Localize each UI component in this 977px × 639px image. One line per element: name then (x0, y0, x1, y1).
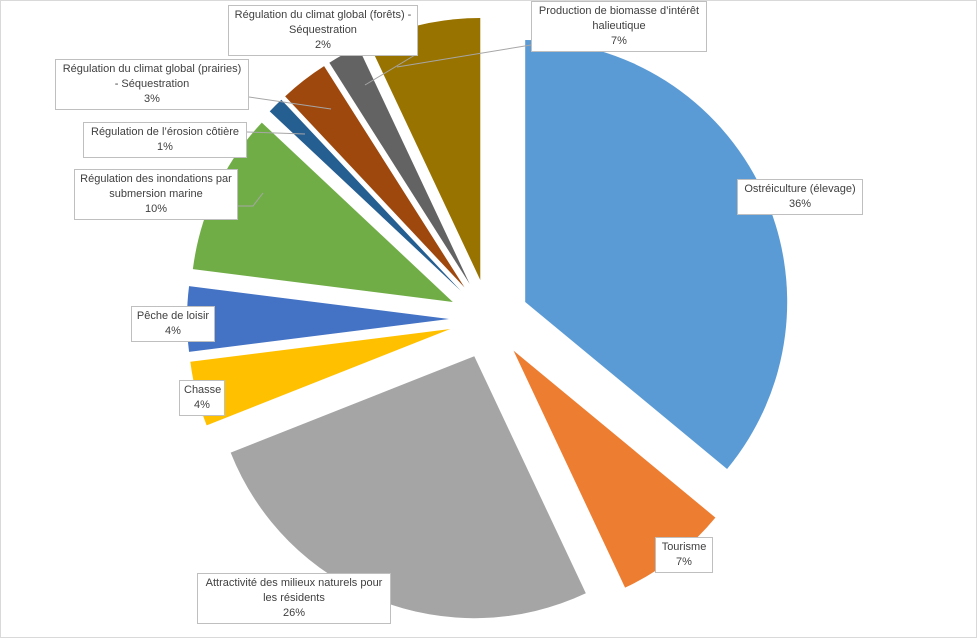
leader-line (246, 131, 306, 135)
data-label-category: Régulation de l’érosion côtière (91, 126, 239, 138)
data-label-category: Régulation des inondations par submersio… (80, 173, 232, 200)
data-label-ostreiculture: Ostréiculture (élevage) 36% (737, 179, 863, 215)
pie-slice-peche-de-loisir (186, 286, 449, 352)
data-label-category: Régulation du climat global (forêts) - S… (234, 9, 412, 36)
data-label-climat-prairies: Régulation du climat global (prairies) -… (55, 59, 249, 110)
leader-line (396, 44, 532, 68)
pie-slice-erosion (269, 99, 461, 291)
data-label-category: Ostréiculture (élevage) (744, 183, 856, 195)
data-label-biomasse: Production de biomasse d’intérêt halieut… (531, 1, 707, 52)
data-label-chasse: Chasse 4% (179, 380, 225, 416)
data-label-tourisme: Tourisme 7% (655, 537, 713, 573)
pie-slice-climat-prairies (285, 66, 465, 288)
pie-slice-attractivite (230, 356, 586, 619)
data-label-value: 4% (194, 399, 210, 411)
data-label-category: Régulation du climat global (prairies) -… (62, 63, 242, 90)
leader-line (238, 192, 264, 207)
data-label-value: 2% (315, 39, 331, 51)
leader-line (248, 96, 332, 110)
data-label-value: 26% (282, 607, 306, 619)
data-label-value: 7% (611, 35, 627, 47)
pie-slice-inondations (192, 122, 453, 302)
data-label-peche-de-loisir: Pêche de loisir 4% (131, 306, 215, 342)
data-label-value: 3% (144, 93, 160, 105)
data-label-attractivite: Attractivité des milieux naturels pour l… (197, 573, 391, 624)
data-label-value: 7% (676, 556, 692, 568)
pie-slice-climat-forets (329, 46, 470, 284)
data-label-category: Attractivité des milieux naturels pour l… (205, 577, 383, 604)
data-label-value: 4% (165, 325, 181, 337)
data-label-value: 36% (788, 198, 812, 210)
data-label-value: 10% (144, 203, 168, 215)
data-label-climat-forets: Régulation du climat global (forêts) - S… (228, 5, 418, 56)
pie-slice-ostreiculture (525, 39, 788, 469)
pie-slice-tourisme (513, 350, 716, 588)
data-label-category: Pêche de loisir (136, 310, 210, 322)
pie-slice-biomasse (368, 17, 481, 280)
data-label-category: Tourisme (661, 541, 707, 553)
data-label-value: 1% (157, 141, 173, 153)
data-label-erosion: Régulation de l’érosion côtière 1% (83, 122, 247, 158)
leader-line (364, 54, 416, 86)
data-label-category: Production de biomasse d’intérêt halieut… (538, 5, 700, 32)
pie-slice-chasse (190, 328, 451, 426)
data-label-inondations: Régulation des inondations par submersio… (74, 169, 238, 220)
data-label-category: Chasse (184, 384, 222, 396)
